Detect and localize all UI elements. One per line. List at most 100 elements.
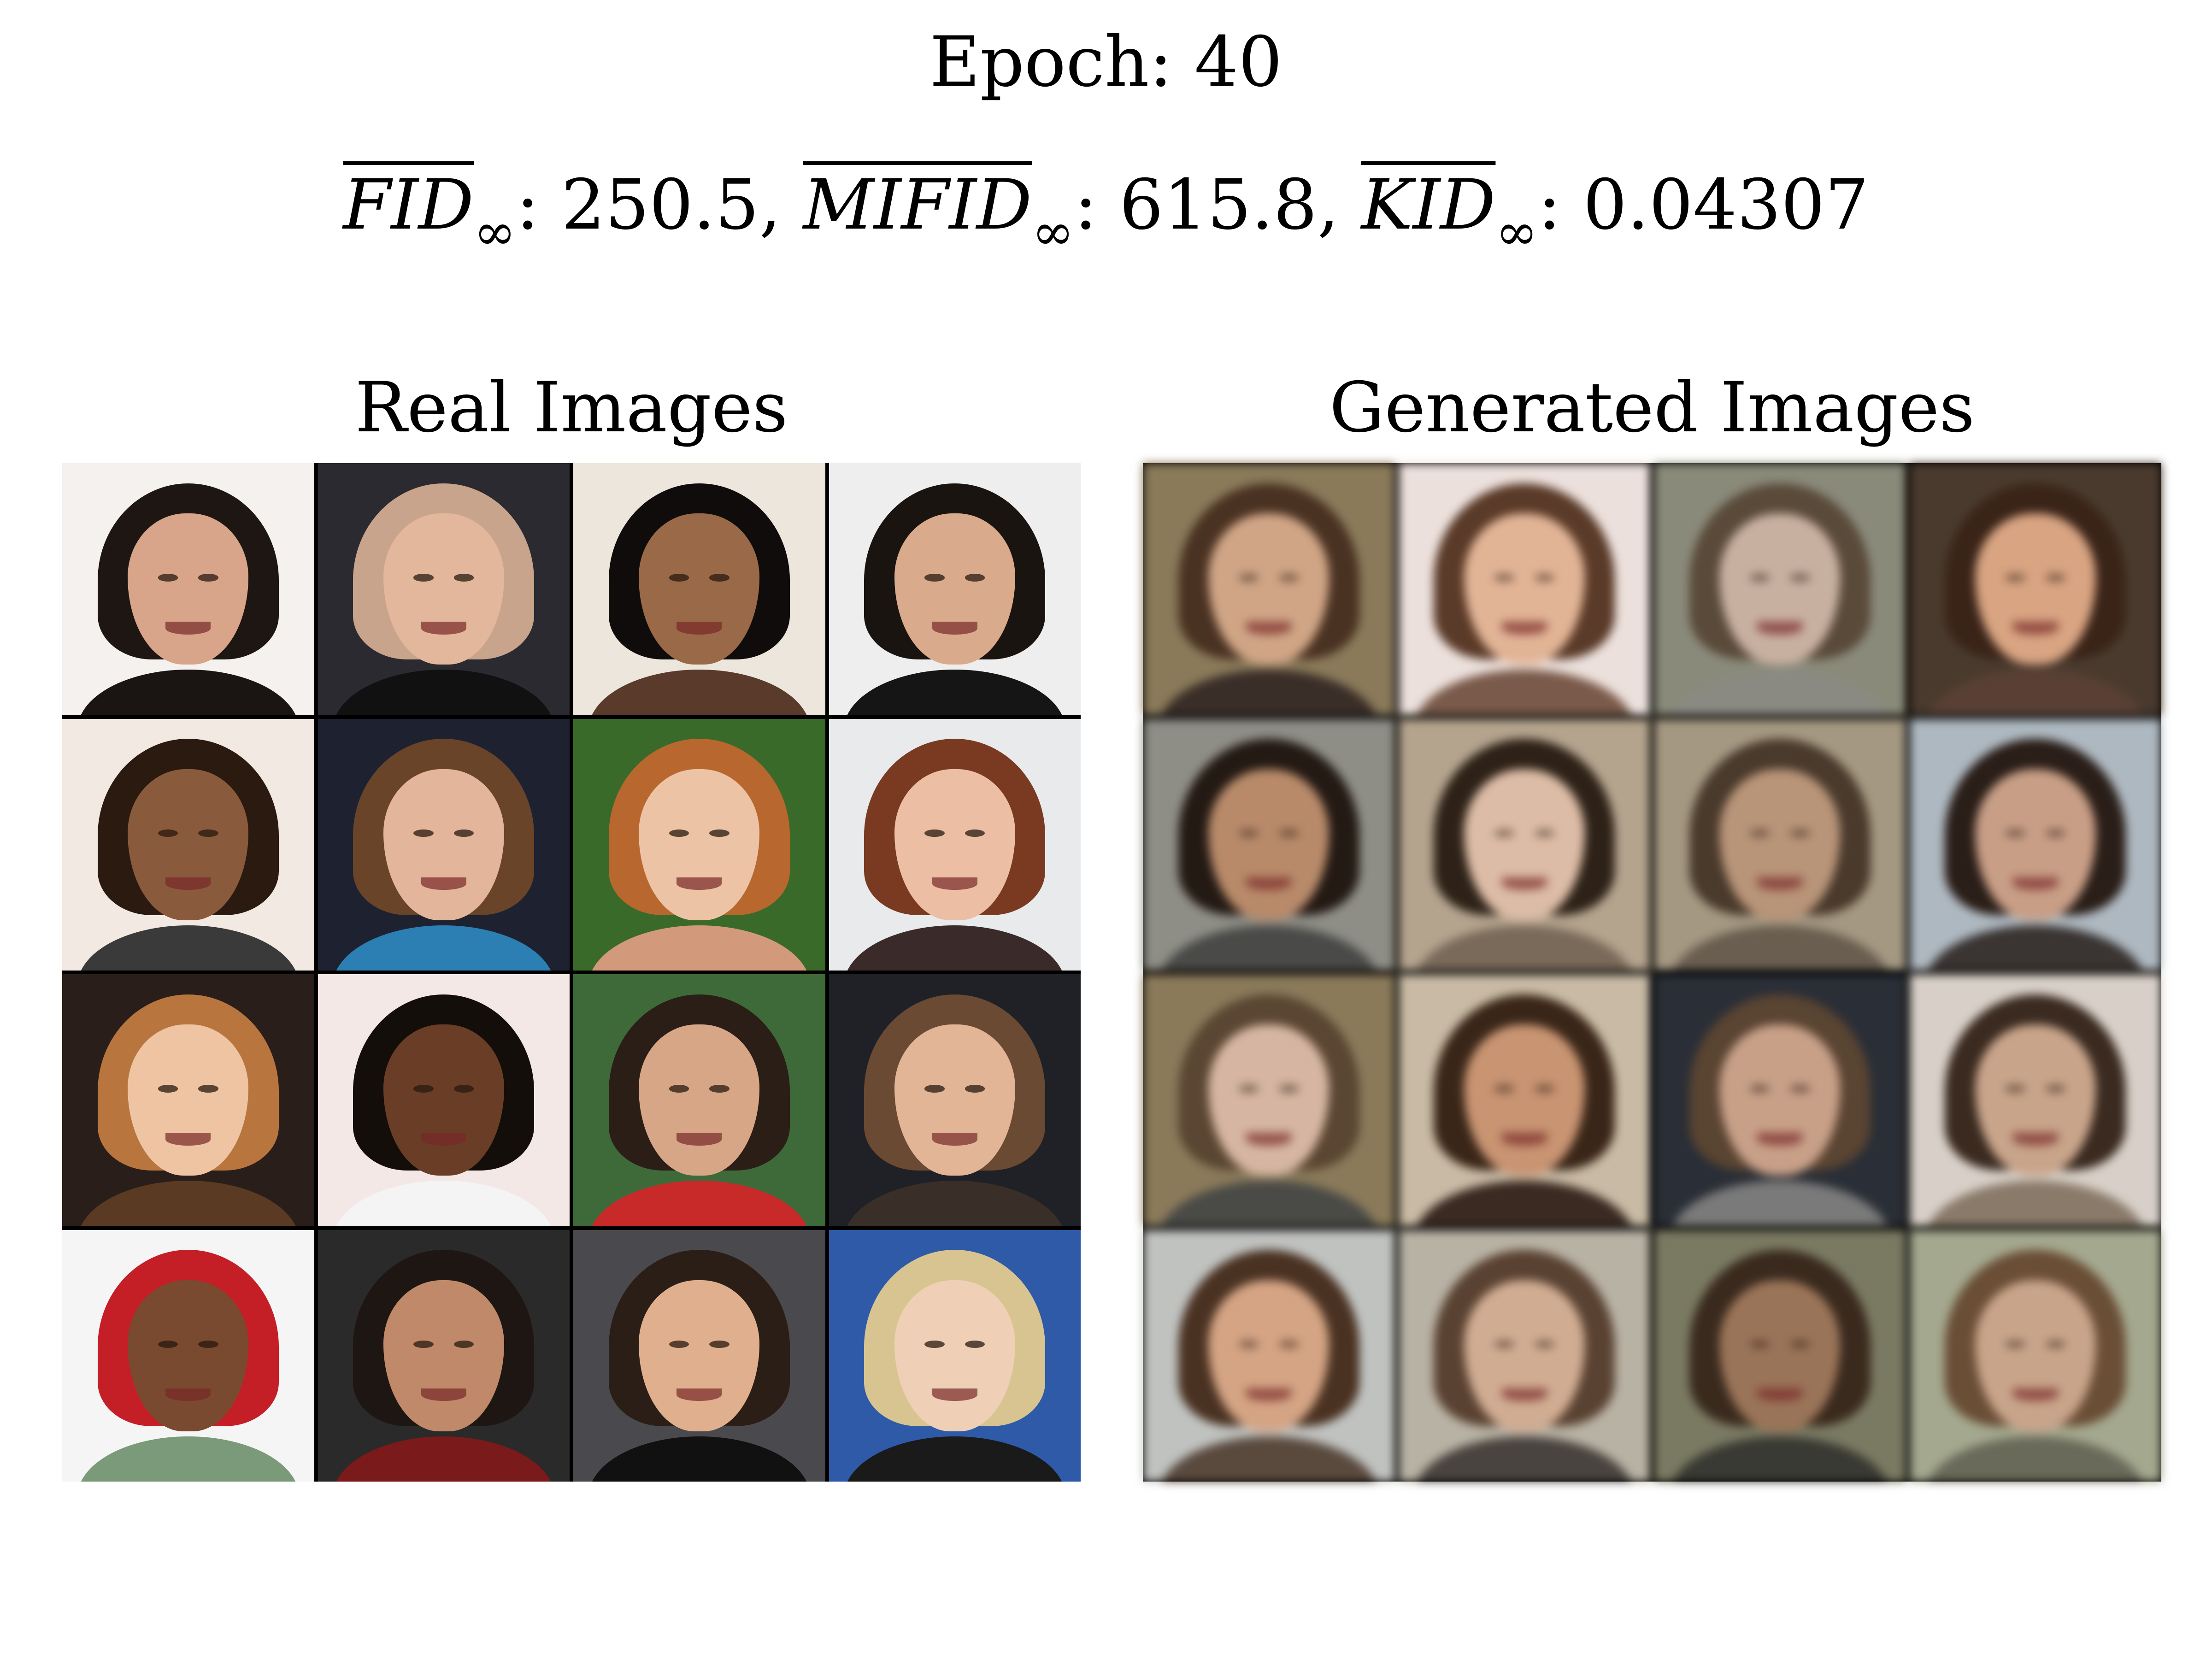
generated-image-tile: [1654, 718, 1906, 971]
eye-shape: [158, 1340, 178, 1348]
face-shape: [383, 1280, 504, 1431]
face-shape: [894, 1280, 1015, 1431]
eye-shape: [1790, 829, 1810, 837]
mouth-shape: [932, 1133, 977, 1146]
eye-shape: [413, 1085, 434, 1093]
face-shape: [1975, 1024, 2096, 1176]
shoulders-shape: [588, 925, 810, 971]
face-shape: [1975, 1280, 2096, 1431]
generated-image-tile: [1398, 718, 1650, 971]
face-shape: [1464, 1280, 1585, 1431]
eye-shape: [1279, 574, 1299, 582]
eye-shape: [1790, 1085, 1810, 1093]
mouth-shape: [421, 1133, 466, 1146]
face-shape: [1719, 513, 1841, 665]
eye-shape: [1238, 1340, 1259, 1348]
face-shape: [128, 769, 249, 920]
eye-shape: [2045, 1085, 2066, 1093]
epoch-heading: Epoch: 40: [0, 18, 2212, 106]
real-image-tile: [62, 718, 314, 971]
mouth-shape: [165, 622, 211, 635]
real-image-tile: [62, 1230, 314, 1482]
mifid-subscript: ∞: [1032, 202, 1074, 261]
eye-shape: [1494, 1340, 1514, 1348]
eye-shape: [1749, 1085, 1770, 1093]
mouth-shape: [932, 622, 977, 635]
eye-shape: [158, 1085, 178, 1093]
eye-shape: [669, 829, 689, 837]
mouth-shape: [677, 1388, 722, 1401]
face-shape: [128, 513, 249, 665]
shoulders-shape: [588, 1436, 810, 1482]
shoulders-shape: [844, 1181, 1066, 1226]
eye-shape: [198, 829, 218, 837]
eye-shape: [413, 829, 434, 837]
eye-shape: [453, 1340, 474, 1348]
eye-shape: [1494, 829, 1514, 837]
face-shape: [894, 1024, 1015, 1176]
real-image-tile: [829, 718, 1081, 971]
eye-shape: [924, 1340, 945, 1348]
eye-shape: [709, 1085, 729, 1093]
shoulders-shape: [1158, 1181, 1380, 1226]
shoulders-shape: [1669, 925, 1891, 971]
generated-image-tile: [1398, 1230, 1650, 1482]
face-shape: [383, 1024, 504, 1176]
shoulders-shape: [1669, 1436, 1891, 1482]
fid-metric-name: FID: [343, 165, 474, 245]
mouth-shape: [677, 1133, 722, 1146]
mouth-shape: [1501, 622, 1547, 635]
face-shape: [1208, 1024, 1330, 1176]
shoulders-shape: [1924, 670, 2147, 715]
eye-shape: [965, 574, 985, 582]
generated-image-tile: [1909, 1230, 2161, 1482]
face-shape: [639, 513, 760, 665]
real-image-tile: [573, 1230, 825, 1482]
eye-shape: [2005, 574, 2025, 582]
shoulders-shape: [1158, 925, 1380, 971]
mouth-shape: [932, 877, 977, 890]
eye-shape: [1534, 574, 1555, 582]
eye-shape: [709, 574, 729, 582]
eye-shape: [1534, 1085, 1555, 1093]
mouth-shape: [1246, 1388, 1292, 1401]
generated-image-tile: [1398, 463, 1650, 715]
generated-image-tile: [1398, 974, 1650, 1226]
mouth-shape: [677, 622, 722, 635]
face-shape: [1719, 1024, 1841, 1176]
shoulders-shape: [844, 925, 1066, 971]
real-image-tile: [318, 463, 570, 715]
eye-shape: [924, 1085, 945, 1093]
eye-shape: [1279, 1340, 1299, 1348]
mouth-shape: [2012, 1133, 2058, 1146]
mouth-shape: [1757, 877, 1803, 890]
eye-shape: [1494, 1085, 1514, 1093]
mouth-shape: [165, 877, 211, 890]
eye-shape: [2005, 829, 2025, 837]
eye-shape: [965, 1340, 985, 1348]
shoulders-shape: [1158, 670, 1380, 715]
eye-shape: [2045, 574, 2066, 582]
shoulders-shape: [77, 1181, 299, 1226]
eye-shape: [413, 574, 434, 582]
shoulders-shape: [77, 670, 299, 715]
shoulders-shape: [1924, 1436, 2147, 1482]
kid-subscript: ∞: [1495, 202, 1538, 261]
mouth-shape: [932, 1388, 977, 1401]
face-shape: [1464, 769, 1585, 920]
generated-image-tile: [1909, 718, 2161, 971]
real-image-tile: [318, 1230, 570, 1482]
mouth-shape: [1246, 622, 1292, 635]
face-shape: [1208, 513, 1330, 665]
mouth-shape: [1501, 877, 1547, 890]
generated-image-tile: [1909, 463, 2161, 715]
generated-image-tile: [1143, 718, 1395, 971]
shoulders-shape: [1413, 1436, 1635, 1482]
face-shape: [639, 769, 760, 920]
mouth-shape: [421, 622, 466, 635]
eye-shape: [1238, 1085, 1259, 1093]
mifid-metric-value: : 615.8,: [1074, 165, 1340, 245]
eye-shape: [1279, 1085, 1299, 1093]
eye-shape: [1790, 574, 1810, 582]
eye-shape: [158, 829, 178, 837]
